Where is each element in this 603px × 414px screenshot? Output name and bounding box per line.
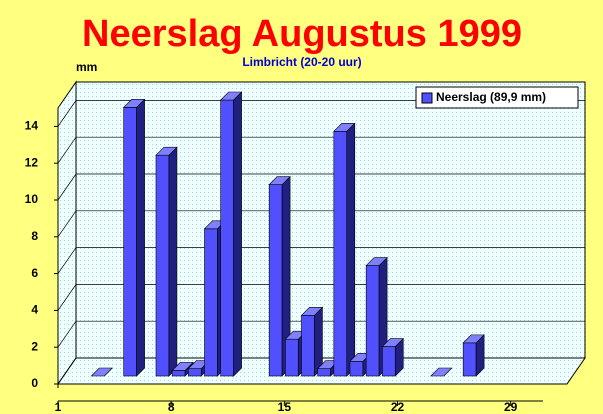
x-tick-label: 8 [168, 400, 175, 414]
bar-side [136, 98, 145, 377]
bar [122, 98, 146, 377]
bar-front [333, 130, 348, 377]
bar-front [365, 265, 380, 377]
bar-front [171, 370, 186, 377]
x-tick-label: 29 [504, 400, 518, 414]
legend-box [415, 86, 579, 109]
bar [430, 367, 453, 377]
chart-title: Neerslag Augustus 1999 [82, 13, 522, 55]
bar-top [300, 306, 324, 316]
y-tick-label: 4 [31, 303, 38, 317]
bar-top [268, 176, 291, 185]
grid-line [57, 100, 585, 127]
bar-front [155, 154, 170, 377]
bar-front [349, 360, 364, 377]
bar-front [317, 368, 331, 377]
legend-swatch [421, 92, 433, 104]
bar-front [382, 346, 396, 377]
legend-label: Neerslag (89,9 mm) [436, 90, 546, 104]
chart-subtitle: Limbricht (20-20 uur) [242, 55, 361, 69]
bar [155, 146, 178, 377]
bar [90, 367, 113, 377]
bar-top [365, 257, 388, 266]
bar-side [233, 91, 242, 377]
x-tick-label: 15 [278, 400, 292, 414]
bar-front [462, 342, 477, 377]
bar-front [268, 184, 283, 377]
bar-top [381, 338, 404, 347]
bar-front [301, 314, 315, 377]
bar-front [285, 338, 299, 377]
bar-top [122, 99, 146, 108]
bar-top [333, 122, 356, 132]
grid-line [57, 357, 585, 385]
bar-top [430, 367, 453, 377]
x-tick-label: 22 [391, 400, 405, 414]
grid-line [57, 320, 585, 348]
bar-side [346, 122, 356, 377]
bar-side [168, 146, 178, 377]
y-tick-label: 12 [25, 155, 39, 169]
bar-top [155, 146, 178, 156]
bar-top [171, 362, 194, 371]
bar [300, 306, 324, 377]
grid-line [57, 284, 585, 311]
grid-line [57, 173, 585, 201]
y-tick-label: 6 [31, 266, 38, 280]
y-tick-label: 14 [25, 119, 39, 133]
bar [381, 337, 404, 377]
grid-line [57, 136, 585, 164]
bar [462, 334, 485, 377]
bar-front [188, 368, 202, 377]
bar-top [462, 334, 485, 344]
y-tick-label: 8 [31, 229, 38, 243]
grid-line [57, 247, 585, 274]
y-axis-label: mm [76, 60, 97, 74]
bar-top [219, 91, 243, 101]
back-wall [75, 81, 586, 359]
bar [219, 91, 243, 377]
y-tick-label: 0 [31, 376, 38, 390]
x-tick-label: 1 [55, 400, 62, 414]
bar-front [123, 107, 137, 377]
grid-line [57, 210, 585, 237]
y-tick-label: 2 [31, 339, 38, 353]
bar-top [90, 367, 113, 377]
bar [333, 122, 356, 377]
bar-front [204, 228, 218, 377]
y-tick-label: 10 [25, 192, 39, 206]
bar-front [220, 99, 234, 377]
